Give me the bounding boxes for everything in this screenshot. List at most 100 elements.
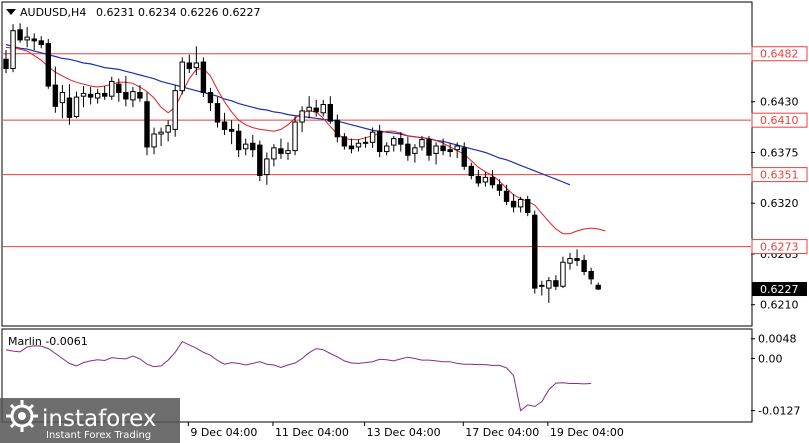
candle-body-down [31,38,37,42]
candle [137,85,143,102]
candle-body-down [123,91,129,100]
candle [581,254,587,276]
level-tag-box [751,239,808,255]
candle-body-down [553,280,559,287]
candle-body-up [165,125,171,133]
candle [567,253,573,270]
candle-body-up [109,80,115,97]
candle [525,195,531,217]
level-tag-label: 0.6351 [760,169,799,182]
candle-body-down [17,29,23,41]
candle [553,275,559,290]
candle [243,138,249,156]
candle-body-down [496,184,503,191]
candle [362,136,369,148]
candle-body-up [292,121,298,152]
candle-body-up [299,110,305,123]
candle [214,97,221,128]
oscillator-line [5,340,592,412]
time-tick-label: 19 Dec 04:00 [550,426,624,439]
candle [144,92,150,156]
candle-body-up [158,131,164,135]
candle [87,86,94,105]
candle [574,249,580,266]
candle-body-up [560,261,566,287]
candle-body-down [144,101,150,148]
candle-body-down [405,143,411,156]
candle [489,169,496,189]
oscillator-tick-label: 0.0048 [758,333,797,346]
candle-body-down [348,145,355,150]
candle [31,33,37,51]
candle-body-down [532,214,538,289]
candle-body-down [334,119,341,138]
candle [165,120,171,142]
candle-body-up [271,147,277,160]
candle [292,116,298,156]
oscillator-series [5,340,592,412]
candle-body-up [454,145,460,151]
candle-body-down [257,144,263,177]
price-axis: 0.64300.63750.63200.62650.62100.64820.64… [751,46,808,312]
candle [313,99,319,117]
candle-body-down [200,61,207,93]
candle [348,138,355,154]
price-tick-label: 0.6210 [760,299,799,312]
candle [468,162,475,180]
candle-body-up [546,280,552,289]
candle [454,142,460,159]
level-tag-box [751,112,808,128]
candle [73,91,80,119]
chart-menu-icon[interactable] [6,9,16,15]
instaforex-logo-icon [6,400,38,432]
candle-body-up [179,61,185,92]
candle [482,171,489,187]
candle-body-up [355,142,362,148]
candle [66,84,73,125]
level-tag-label: 0.6410 [760,114,799,127]
candle-body-down [475,175,482,184]
candle-body-down [510,200,517,208]
candle-body-down [137,91,143,99]
candle [539,280,545,296]
main-pane-frame [1,1,753,327]
candle [207,87,214,111]
symbol-label: AUDUSD,H4 [20,6,86,19]
candle-body-down [489,176,496,186]
candle-body-down [66,97,73,118]
candle [503,184,510,206]
candle-body-down [228,128,235,132]
level-tag-label: 0.6482 [760,48,799,61]
candle-body-down [327,103,334,122]
candle-body-up [539,284,545,287]
candle-body-down [447,149,453,153]
candle [391,135,397,152]
candle-body-down [341,136,348,147]
candle [376,124,383,158]
price-tick-label: 0.6375 [760,146,799,159]
candle [398,132,404,152]
candle [369,127,376,148]
candle [221,112,228,135]
candle [278,138,284,159]
candle-body-up [264,158,270,176]
candle-body-up [151,133,157,148]
candle [546,277,552,303]
candle-body-down [3,58,9,70]
candle-body-down [398,138,404,145]
horizontal-levels [3,53,751,248]
candle [433,142,439,165]
candle-body-up [193,62,200,69]
candle [193,46,200,75]
candle-body-down [207,91,214,104]
candle-body-down [468,165,475,177]
watermark-tagline: Instant Forex Trading [46,430,151,441]
candle [102,86,108,100]
candle-body-up [567,258,573,264]
candle-body-down [214,103,221,123]
moving-averages [5,43,606,235]
candle [200,57,207,98]
oscillator-axis: 0.0048 0.00 -0.0127 [751,333,800,418]
slow-ma-line [5,43,571,186]
